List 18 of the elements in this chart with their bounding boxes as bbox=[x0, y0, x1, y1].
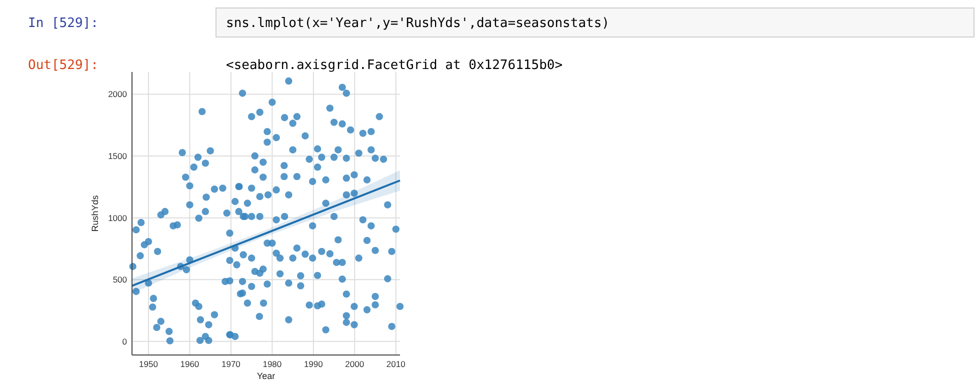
x-tick-label: 1980 bbox=[262, 359, 282, 369]
x-tick-label: 2010 bbox=[386, 359, 406, 369]
x-tick-label: 1960 bbox=[180, 359, 200, 369]
y-tick-label: 0 bbox=[122, 336, 128, 346]
y-tick-label: 2000 bbox=[108, 89, 128, 100]
y-tick-label: 500 bbox=[112, 274, 128, 285]
x-tick-label: 1990 bbox=[304, 359, 324, 369]
annotation: <seaborn.axisgrid.FacetGrid at 0x1276115b0> bbox=[226, 58, 563, 73]
text: In [529]: bbox=[28, 16, 98, 31]
x-axis-title: Year bbox=[256, 371, 276, 381]
y-tick-label: 1500 bbox=[108, 151, 128, 162]
text: sns.lmplot(x='Year',y='RushYds',data=seasonstats) bbox=[226, 16, 610, 31]
x-tick-label: 1950 bbox=[139, 359, 158, 369]
y-axis-title: RushYds bbox=[90, 194, 100, 232]
y-tick-label: 1000 bbox=[108, 212, 128, 223]
x-tick-label: 2000 bbox=[345, 359, 364, 369]
x-tick-label: 1970 bbox=[221, 359, 241, 369]
text: Out[529]: bbox=[28, 58, 98, 73]
